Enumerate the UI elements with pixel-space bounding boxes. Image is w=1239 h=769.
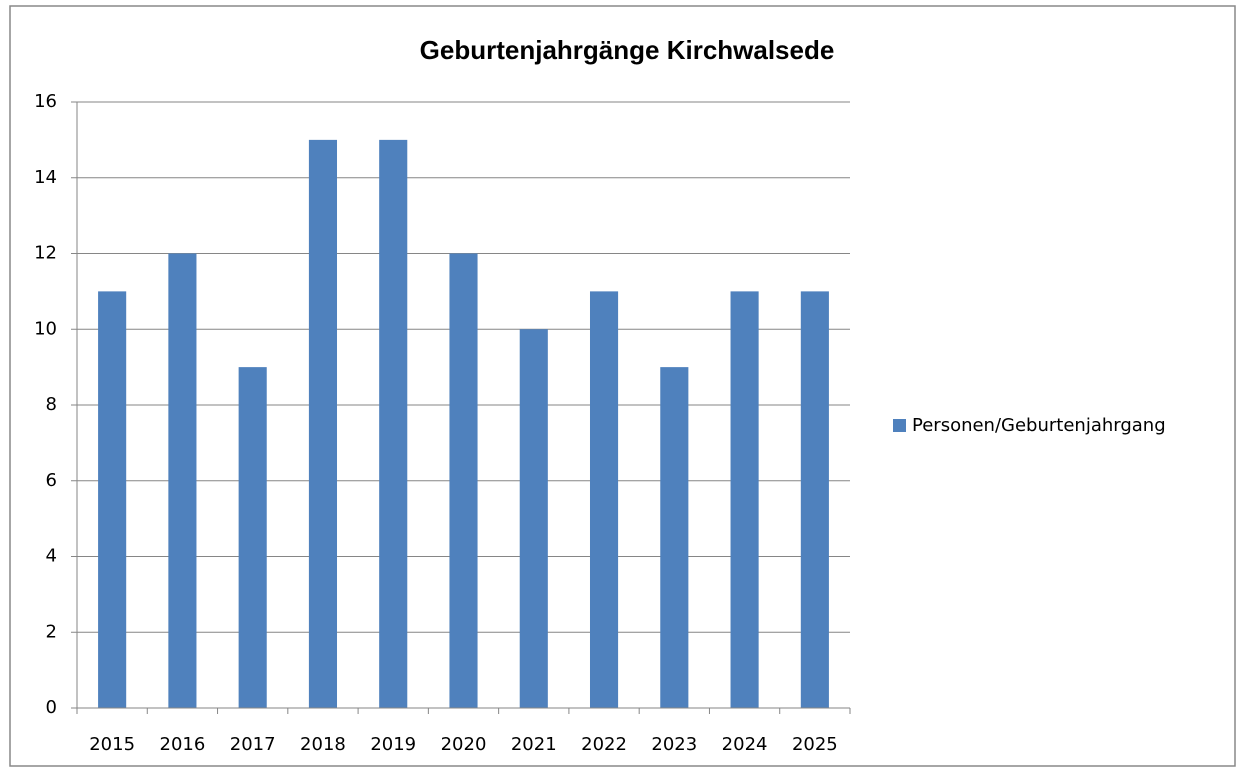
x-tick-label: 2024 bbox=[722, 734, 768, 755]
x-tick-label: 2021 bbox=[511, 734, 557, 755]
chart-border bbox=[9, 5, 1236, 767]
bar bbox=[449, 253, 478, 708]
x-tick-label: 2018 bbox=[300, 734, 346, 755]
y-tick-label: 16 bbox=[34, 91, 57, 112]
x-tick-label: 2020 bbox=[441, 734, 487, 755]
y-tick-label: 10 bbox=[34, 318, 57, 339]
x-tick-label: 2023 bbox=[651, 734, 697, 755]
x-tick-label: 2015 bbox=[89, 734, 135, 755]
bar bbox=[238, 367, 267, 708]
x-tick-label: 2016 bbox=[160, 734, 206, 755]
x-tick-label: 2025 bbox=[792, 734, 838, 755]
y-tick-label: 2 bbox=[46, 621, 57, 642]
x-tick-label: 2017 bbox=[230, 734, 276, 755]
legend-swatch bbox=[893, 419, 906, 432]
y-tick-label: 0 bbox=[46, 697, 57, 718]
y-tick-label: 14 bbox=[34, 167, 57, 188]
bar bbox=[660, 367, 689, 708]
y-tick-label: 4 bbox=[46, 546, 57, 567]
x-tick-label: 2019 bbox=[370, 734, 416, 755]
y-tick-label: 8 bbox=[46, 394, 57, 415]
legend-label: Personen/Geburtenjahrgang bbox=[912, 415, 1166, 436]
bar bbox=[98, 291, 127, 708]
bar bbox=[589, 291, 619, 708]
bar bbox=[308, 139, 338, 708]
x-tick-label: 2022 bbox=[581, 734, 627, 755]
bar bbox=[730, 291, 759, 708]
bar bbox=[800, 291, 829, 708]
chart-title: Geburtenjahrgänge Kirchwalsede bbox=[420, 35, 835, 65]
bar bbox=[519, 329, 548, 708]
bar bbox=[379, 139, 408, 708]
bar bbox=[168, 253, 197, 708]
y-tick-label: 12 bbox=[34, 243, 57, 264]
y-tick-label: 6 bbox=[46, 470, 57, 491]
